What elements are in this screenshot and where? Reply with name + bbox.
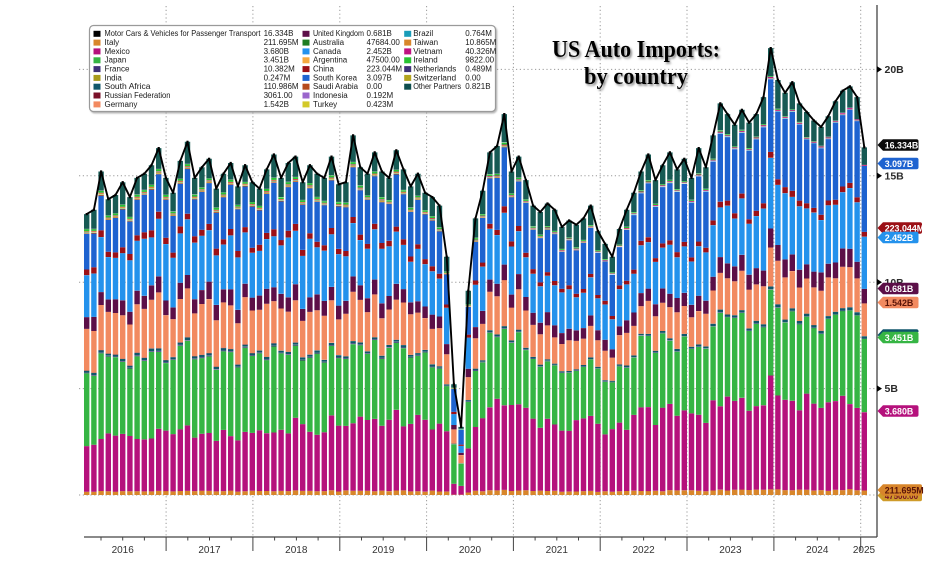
svg-text:Netherlands: Netherlands bbox=[413, 65, 456, 74]
svg-text:Switzerland: Switzerland bbox=[413, 73, 456, 82]
svg-text:20B: 20B bbox=[885, 64, 905, 76]
svg-text:15B: 15B bbox=[885, 170, 905, 182]
svg-text:Japan: Japan bbox=[105, 56, 127, 65]
svg-text:2.452B: 2.452B bbox=[367, 47, 392, 56]
svg-text:3.097B: 3.097B bbox=[367, 73, 392, 82]
svg-text:Argentina: Argentina bbox=[313, 56, 348, 65]
svg-text:0.192M: 0.192M bbox=[367, 91, 394, 100]
svg-text:Brazil: Brazil bbox=[413, 29, 433, 38]
svg-text:2017: 2017 bbox=[198, 545, 221, 556]
svg-text:2025: 2025 bbox=[853, 545, 876, 556]
svg-text:Taiwan: Taiwan bbox=[413, 38, 438, 47]
svg-text:2022: 2022 bbox=[632, 545, 655, 556]
svg-text:Vietnam: Vietnam bbox=[413, 47, 443, 56]
svg-text:0.681B: 0.681B bbox=[885, 284, 914, 294]
svg-text:Russian Federation: Russian Federation bbox=[105, 91, 171, 100]
svg-text:3.680B: 3.680B bbox=[264, 47, 289, 56]
svg-text:Germany: Germany bbox=[105, 100, 138, 109]
svg-text:40.326M: 40.326M bbox=[465, 47, 496, 56]
svg-text:2023: 2023 bbox=[719, 545, 742, 556]
svg-text:3.451B: 3.451B bbox=[264, 56, 289, 65]
svg-text:47684.00: 47684.00 bbox=[367, 38, 401, 47]
svg-text:2020: 2020 bbox=[459, 545, 482, 556]
svg-text:China: China bbox=[313, 65, 334, 74]
svg-text:France: France bbox=[105, 65, 130, 74]
svg-text:16.334B: 16.334B bbox=[885, 140, 919, 150]
svg-text:0.247M: 0.247M bbox=[264, 73, 291, 82]
svg-text:US Auto Imports:: US Auto Imports: bbox=[552, 37, 720, 63]
svg-text:9822.00: 9822.00 bbox=[465, 56, 494, 65]
svg-text:47500.00: 47500.00 bbox=[885, 492, 919, 501]
svg-text:211.695M: 211.695M bbox=[264, 38, 299, 47]
svg-text:Canada: Canada bbox=[313, 47, 342, 56]
svg-text:Other Partners: Other Partners bbox=[413, 82, 461, 91]
svg-text:Australia: Australia bbox=[313, 38, 345, 47]
svg-text:2018: 2018 bbox=[285, 545, 308, 556]
svg-text:2016: 2016 bbox=[112, 545, 135, 556]
svg-text:10.865M: 10.865M bbox=[465, 38, 496, 47]
svg-text:South Africa: South Africa bbox=[105, 82, 152, 91]
svg-text:3.097B: 3.097B bbox=[885, 159, 914, 169]
svg-text:5B: 5B bbox=[885, 383, 899, 395]
svg-text:United Kingdom: United Kingdom bbox=[313, 29, 364, 38]
svg-text:16.334B: 16.334B bbox=[264, 29, 294, 38]
svg-text:0.821B: 0.821B bbox=[465, 82, 490, 91]
svg-text:1.542B: 1.542B bbox=[885, 298, 914, 308]
svg-text:South Korea: South Korea bbox=[313, 73, 358, 82]
svg-text:Italy: Italy bbox=[105, 38, 120, 47]
svg-text:110.986M: 110.986M bbox=[264, 82, 299, 91]
svg-text:by country: by country bbox=[584, 64, 688, 90]
svg-text:0.681B: 0.681B bbox=[367, 29, 392, 38]
svg-text:10.382M: 10.382M bbox=[264, 65, 295, 74]
svg-text:1.542B: 1.542B bbox=[264, 100, 289, 109]
svg-text:Motor Cars & Vehicles for Pass: Motor Cars & Vehicles for Passenger Tran… bbox=[105, 29, 262, 38]
svg-text:211.695M: 211.695M bbox=[885, 485, 924, 495]
svg-text:3061.00: 3061.00 bbox=[264, 91, 293, 100]
svg-text:0.423M: 0.423M bbox=[367, 100, 394, 109]
svg-text:India: India bbox=[105, 73, 123, 82]
svg-text:0.00: 0.00 bbox=[367, 82, 383, 91]
svg-text:2024: 2024 bbox=[806, 545, 829, 556]
svg-text:223.044M: 223.044M bbox=[885, 223, 924, 233]
svg-text:0.00: 0.00 bbox=[465, 73, 481, 82]
svg-text:0.489M: 0.489M bbox=[465, 65, 492, 74]
svg-text:2019: 2019 bbox=[372, 545, 395, 556]
svg-text:2021: 2021 bbox=[546, 545, 569, 556]
svg-text:Ireland: Ireland bbox=[413, 56, 437, 65]
svg-text:0.764M: 0.764M bbox=[465, 29, 492, 38]
svg-text:3.680B: 3.680B bbox=[885, 406, 914, 416]
svg-text:2.452B: 2.452B bbox=[885, 233, 914, 243]
svg-text:Mexico: Mexico bbox=[105, 47, 131, 56]
svg-text:47500.00: 47500.00 bbox=[367, 56, 401, 65]
svg-text:Turkey: Turkey bbox=[313, 100, 337, 109]
svg-text:223.044M: 223.044M bbox=[367, 65, 403, 74]
svg-text:3.451B: 3.451B bbox=[885, 333, 914, 343]
svg-text:Indonesia: Indonesia bbox=[313, 91, 348, 100]
svg-text:Saudi Arabia: Saudi Arabia bbox=[313, 82, 359, 91]
